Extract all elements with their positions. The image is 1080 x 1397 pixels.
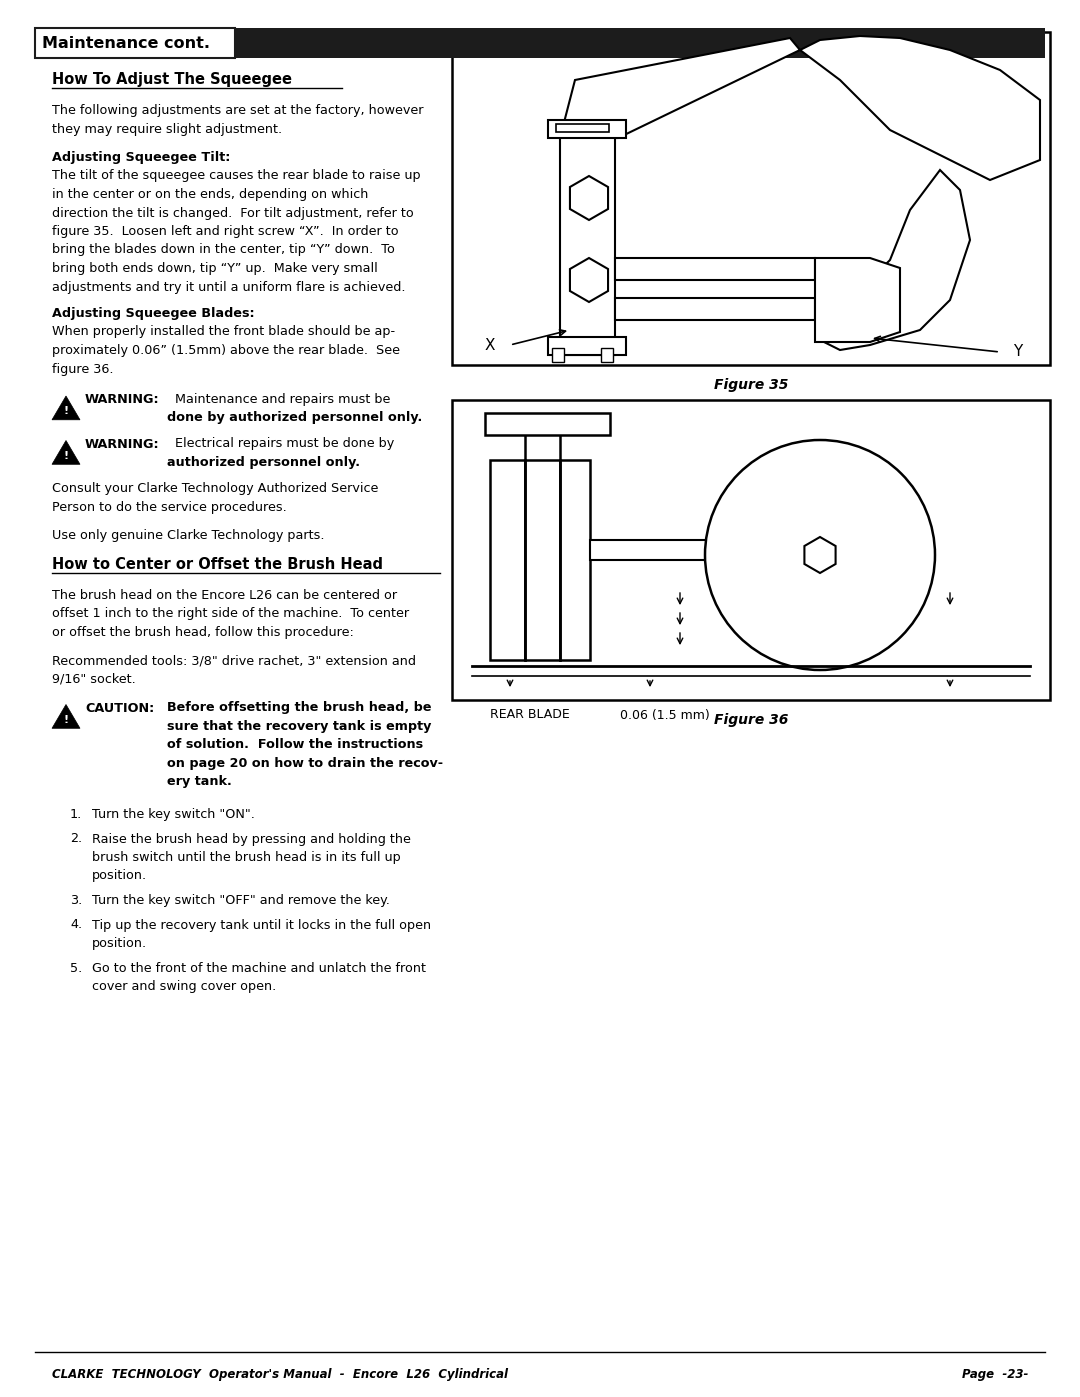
Text: Maintenance and repairs must be: Maintenance and repairs must be <box>167 393 390 407</box>
Text: Figure 35: Figure 35 <box>714 379 788 393</box>
Text: CLARKE  TECHNOLOGY  Operator's Manual  -  Encore  L26  Cylindrical: CLARKE TECHNOLOGY Operator's Manual - En… <box>52 1368 508 1382</box>
Text: WARNING:: WARNING: <box>85 393 160 407</box>
Text: Y: Y <box>1013 345 1023 359</box>
Text: cover and swing cover open.: cover and swing cover open. <box>92 981 276 993</box>
Bar <box>525 460 561 659</box>
Text: 0.06 (1.5 mm): 0.06 (1.5 mm) <box>620 708 710 721</box>
Polygon shape <box>570 176 608 219</box>
Text: they may require slight adjustment.: they may require slight adjustment. <box>52 123 282 136</box>
Text: adjustments and try it until a uniform flare is achieved.: adjustments and try it until a uniform f… <box>52 281 405 293</box>
Text: 3.: 3. <box>70 894 82 907</box>
Bar <box>561 460 590 659</box>
Text: Recommended tools: 3/8" drive rachet, 3" extension and: Recommended tools: 3/8" drive rachet, 3"… <box>52 655 416 668</box>
Polygon shape <box>561 38 800 138</box>
Text: direction the tilt is changed.  For tilt adjustment, refer to: direction the tilt is changed. For tilt … <box>52 207 414 219</box>
Text: 5.: 5. <box>70 961 82 975</box>
Text: or offset the brush head, follow this procedure:: or offset the brush head, follow this pr… <box>52 626 354 638</box>
Polygon shape <box>800 36 1040 180</box>
Polygon shape <box>570 258 608 302</box>
Bar <box>490 460 525 659</box>
Text: How To Adjust The Squeegee: How To Adjust The Squeegee <box>52 73 292 87</box>
Text: proximately 0.06” (1.5mm) above the rear blade.  See: proximately 0.06” (1.5mm) above the rear… <box>52 344 400 358</box>
Polygon shape <box>805 536 836 573</box>
Text: 2.: 2. <box>70 833 82 845</box>
Text: The brush head on the Encore L26 can be centered or: The brush head on the Encore L26 can be … <box>52 590 397 602</box>
Polygon shape <box>815 258 900 342</box>
Text: Consult your Clarke Technology Authorized Service: Consult your Clarke Technology Authorize… <box>52 482 378 495</box>
Polygon shape <box>820 170 970 351</box>
Text: Adjusting Squeegee Blades:: Adjusting Squeegee Blades: <box>52 307 255 320</box>
Text: When properly installed the front blade should be ap-: When properly installed the front blade … <box>52 326 395 338</box>
Bar <box>453 32 1050 365</box>
Text: of solution.  Follow the instructions: of solution. Follow the instructions <box>167 739 423 752</box>
Bar <box>35 28 235 59</box>
Text: bring both ends down, tip “Y” up.  Make very small: bring both ends down, tip “Y” up. Make v… <box>52 263 378 275</box>
Bar <box>600 348 613 362</box>
Bar <box>35 28 1045 59</box>
Bar <box>615 258 815 279</box>
Text: Electrical repairs must be done by: Electrical repairs must be done by <box>167 437 394 450</box>
Text: Adjusting Squeegee Tilt:: Adjusting Squeegee Tilt: <box>52 151 230 163</box>
Text: Page  -23-: Page -23- <box>961 1368 1028 1382</box>
Text: bring the blades down in the center, tip “Y” down.  To: bring the blades down in the center, tip… <box>52 243 395 257</box>
Text: Turn the key switch "OFF" and remove the key.: Turn the key switch "OFF" and remove the… <box>92 894 390 907</box>
Bar <box>548 120 626 138</box>
Text: brush switch until the brush head is in its full up: brush switch until the brush head is in … <box>92 851 401 863</box>
Text: How to Center or Offset the Brush Head: How to Center or Offset the Brush Head <box>52 557 383 571</box>
Polygon shape <box>52 704 80 728</box>
Bar <box>590 541 789 560</box>
Text: Figure 36: Figure 36 <box>714 712 788 726</box>
Text: authorized personnel only.: authorized personnel only. <box>167 455 360 469</box>
Text: REAR BLADE: REAR BLADE <box>490 708 570 721</box>
Text: Use only genuine Clarke Technology parts.: Use only genuine Clarke Technology parts… <box>52 529 324 542</box>
Text: Raise the brush head by pressing and holding the: Raise the brush head by pressing and hol… <box>92 833 410 845</box>
Circle shape <box>705 440 935 671</box>
Text: figure 36.: figure 36. <box>52 362 113 376</box>
Text: Before offsetting the brush head, be: Before offsetting the brush head, be <box>167 701 432 714</box>
Polygon shape <box>52 440 80 464</box>
Text: CAUTION:: CAUTION: <box>85 701 154 714</box>
Text: X: X <box>485 338 496 352</box>
Text: 9/16" socket.: 9/16" socket. <box>52 673 136 686</box>
Text: on page 20 on how to drain the recov-: on page 20 on how to drain the recov- <box>167 757 443 770</box>
Text: !: ! <box>64 407 68 416</box>
Text: ery tank.: ery tank. <box>167 775 232 788</box>
Text: Tip up the recovery tank until it locks in the full open: Tip up the recovery tank until it locks … <box>92 918 431 932</box>
Text: in the center or on the ends, depending on which: in the center or on the ends, depending … <box>52 189 368 201</box>
Text: 1.: 1. <box>70 807 82 821</box>
Text: Turn the key switch "ON".: Turn the key switch "ON". <box>92 807 255 821</box>
Text: The tilt of the squeegee causes the rear blade to raise up: The tilt of the squeegee causes the rear… <box>52 169 420 183</box>
Text: position.: position. <box>92 937 147 950</box>
Text: Maintenance cont.: Maintenance cont. <box>42 35 210 50</box>
Text: sure that the recovery tank is empty: sure that the recovery tank is empty <box>167 719 431 733</box>
Text: !: ! <box>64 451 68 461</box>
Bar <box>552 348 564 362</box>
Text: position.: position. <box>92 869 147 883</box>
Text: The following adjustments are set at the factory, however: The following adjustments are set at the… <box>52 103 423 117</box>
Bar <box>453 400 1050 700</box>
Text: !: ! <box>64 715 68 725</box>
Bar <box>485 414 610 434</box>
Bar <box>615 298 815 320</box>
Text: done by authorized personnel only.: done by authorized personnel only. <box>167 412 422 425</box>
Polygon shape <box>52 395 80 420</box>
Text: 4.: 4. <box>70 918 82 932</box>
Text: WARNING:: WARNING: <box>85 437 160 450</box>
Bar <box>561 136 615 355</box>
Text: offset 1 inch to the right side of the machine.  To center: offset 1 inch to the right side of the m… <box>52 608 409 620</box>
Bar <box>548 337 626 355</box>
Text: Go to the front of the machine and unlatch the front: Go to the front of the machine and unlat… <box>92 961 426 975</box>
Text: figure 35.  Loosen left and right screw “X”.  In order to: figure 35. Loosen left and right screw “… <box>52 225 399 237</box>
Text: Person to do the service procedures.: Person to do the service procedures. <box>52 500 287 514</box>
Bar <box>556 124 609 131</box>
